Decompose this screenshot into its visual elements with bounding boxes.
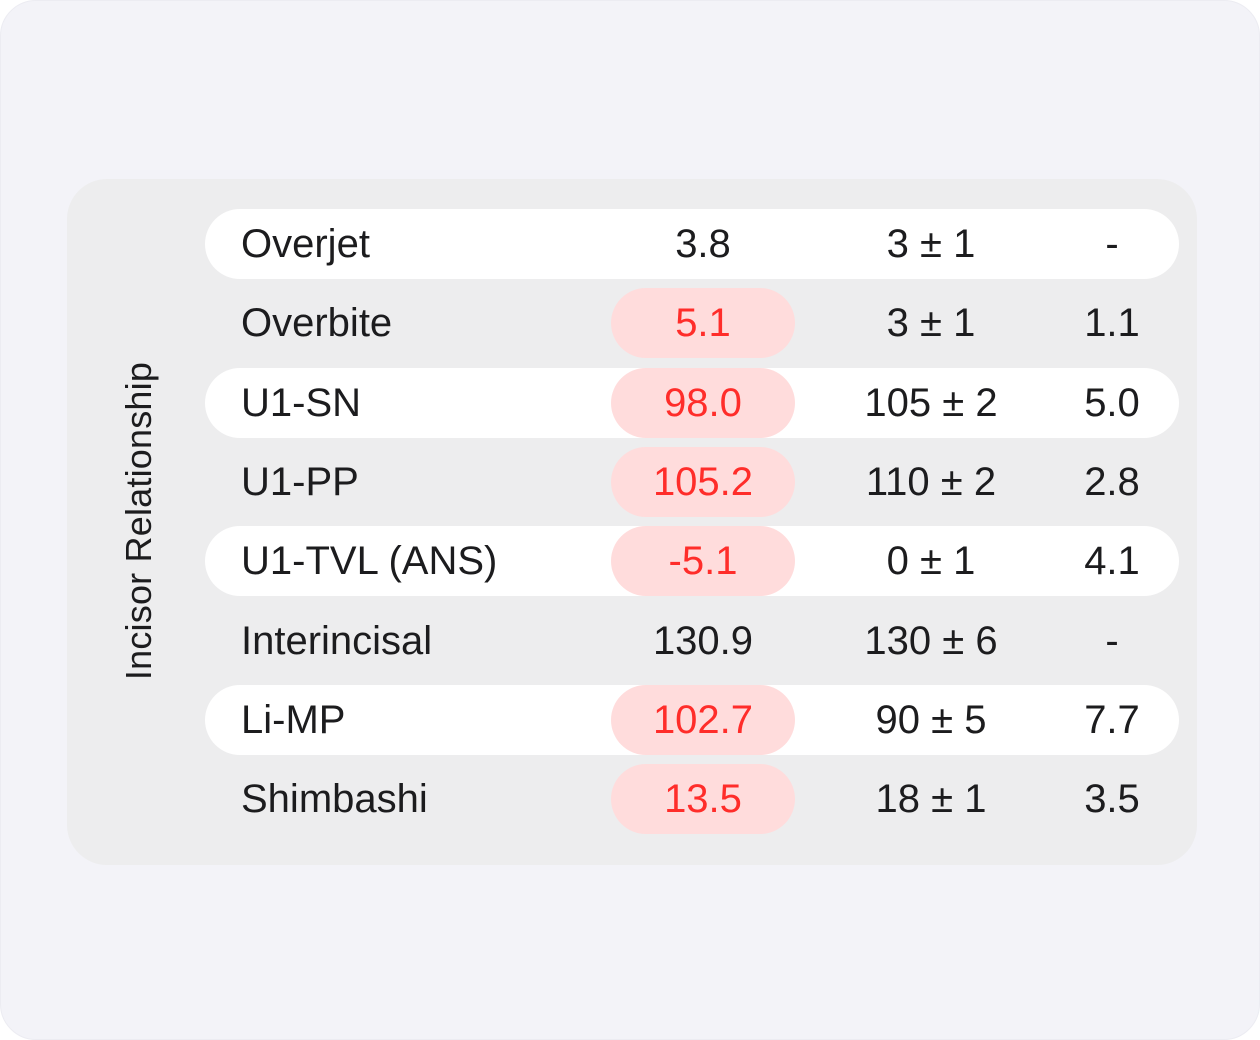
measurement-name: Overjet — [241, 222, 370, 266]
measured-value-alert: 98.0 — [611, 368, 795, 438]
measured-value-text: 3.8 — [675, 222, 731, 266]
deviation-value: 5.0 — [1084, 381, 1140, 425]
measured-value-alert: 105.2 — [611, 447, 795, 517]
table-row[interactable]: U1-SN 98.0 105 ± 2 5.0 — [205, 368, 1179, 438]
alert-pill — [611, 288, 795, 358]
table-row[interactable]: Li-MP 102.7 90 ± 5 7.7 — [205, 685, 1179, 755]
norm-range: 110 ± 2 — [865, 460, 997, 504]
table-row[interactable]: Interincisal 130.9 130 ± 6 - — [205, 606, 1179, 676]
deviation-value: - — [1105, 619, 1119, 663]
norm-range: 0 ± 1 — [886, 539, 976, 583]
table-row[interactable]: U1-PP 105.2 110 ± 2 2.8 — [205, 447, 1179, 517]
norm-range: 18 ± 1 — [875, 777, 987, 821]
table-row[interactable]: Shimbashi 13.5 18 ± 1 3.5 — [205, 764, 1179, 834]
measured-value-alert: -5.1 — [611, 526, 795, 596]
deviation-value: 1.1 — [1084, 301, 1140, 345]
norm-range: 90 ± 5 — [875, 698, 987, 742]
measurement-name: Shimbashi — [241, 777, 428, 821]
measured-value-text: 5.1 — [675, 301, 731, 345]
alert-pill — [611, 368, 795, 438]
table-row[interactable]: Overbite 5.1 3 ± 1 1.1 — [205, 288, 1179, 358]
alert-pill — [611, 764, 795, 834]
deviation-value: 3.5 — [1084, 777, 1140, 821]
measured-value-alert: 5.1 — [611, 288, 795, 358]
alert-pill — [611, 685, 795, 755]
measured-value: 3.8 — [611, 209, 795, 279]
measured-value-text: 102.7 — [652, 698, 754, 742]
norm-range: 3 ± 1 — [886, 222, 976, 266]
measurement-name: U1-PP — [241, 460, 359, 504]
measured-value-text: 98.0 — [664, 381, 742, 425]
measurement-name: U1-TVL (ANS) — [241, 539, 498, 583]
alert-pill — [611, 526, 795, 596]
measurement-name: U1-SN — [241, 381, 362, 425]
deviation-value: 7.7 — [1084, 698, 1140, 742]
measurement-name: Li-MP — [241, 698, 346, 742]
section-title: Incisor Relationship — [118, 361, 159, 681]
measured-value-text: 130.9 — [652, 619, 754, 663]
alert-pill — [611, 447, 795, 517]
norm-range: 130 ± 6 — [864, 619, 998, 663]
measurement-name: Interincisal — [241, 619, 433, 663]
measured-value-text: 13.5 — [664, 777, 742, 821]
measured-value-text: -5.1 — [668, 539, 738, 583]
measured-value: 130.9 — [611, 606, 795, 676]
measurement-name: Overbite — [241, 301, 393, 345]
incisor-relationship-card — [67, 179, 1197, 865]
norm-range: 105 ± 2 — [864, 381, 998, 425]
deviation-value: 4.1 — [1084, 539, 1140, 583]
norm-range: 3 ± 1 — [886, 301, 976, 345]
measured-value-alert: 13.5 — [611, 764, 795, 834]
table-row[interactable]: Overjet 3.8 3 ± 1 - — [205, 209, 1179, 279]
deviation-value: - — [1105, 222, 1119, 266]
row-stripe — [205, 209, 1179, 279]
table-row[interactable]: U1-TVL (ANS) -5.1 0 ± 1 4.1 — [205, 526, 1179, 596]
measured-value-alert: 102.7 — [611, 685, 795, 755]
measured-value-text: 105.2 — [652, 460, 754, 504]
deviation-value: 2.8 — [1084, 460, 1140, 504]
